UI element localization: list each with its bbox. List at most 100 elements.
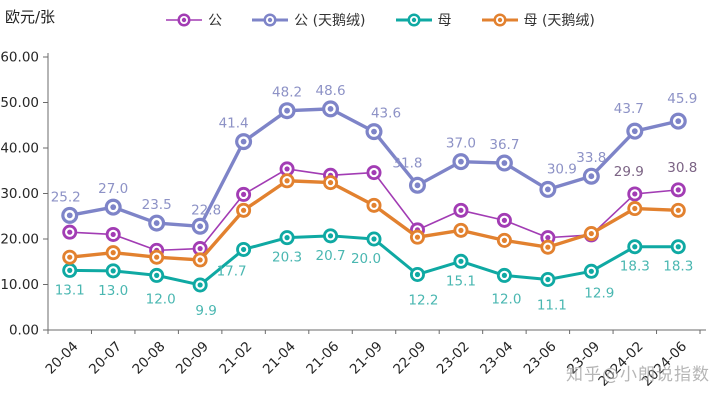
y-tick-label: 50.00 (0, 95, 39, 111)
legend-item-0: 公 (166, 10, 222, 30)
data-point-label: 18.3 (663, 259, 693, 275)
x-tick-label: 20-09 (173, 339, 212, 378)
series-1: 25.2 27.0 23.5 22.8 41.4 48.2 48.6 43.6 31.8 37.0… (51, 83, 697, 235)
data-point-marker-core (110, 268, 116, 274)
data-point-label: 31.8 (392, 155, 422, 171)
data-point-marker-core (632, 191, 638, 197)
data-point-marker-core (458, 258, 464, 264)
data-point-label: 43.6 (371, 106, 401, 122)
data-point-marker-core (284, 166, 290, 172)
data-point-marker-core (197, 245, 203, 252)
data-point-label: 12.0 (491, 291, 521, 307)
x-tick-label: 21-04 (260, 339, 299, 378)
data-point-label: 36.7 (489, 137, 519, 153)
data-point-marker-core (66, 212, 73, 219)
data-point-label: 20.3 (272, 250, 302, 266)
data-point-marker-core (110, 231, 116, 238)
legend-marker-icon (481, 13, 518, 27)
data-point-marker-core (544, 186, 551, 193)
data-point-marker-core (240, 138, 247, 145)
legend-marker-icon (252, 13, 289, 27)
x-tick-label: 23-04 (477, 339, 516, 378)
data-point-marker-core (327, 233, 334, 239)
legend-marker-icon (395, 13, 432, 27)
data-point-marker-core (545, 235, 551, 241)
data-point-marker-core (414, 234, 421, 240)
data-point-marker-core (458, 227, 464, 233)
data-point-marker-core (110, 250, 116, 256)
chart-legend: 公 公 (天鹅绒) 母 母 (天鹅绒) (0, 10, 713, 30)
data-point-marker-core (67, 229, 73, 235)
data-point-marker-core (371, 169, 377, 176)
data-point-marker-core (545, 244, 551, 250)
data-point-label: 20.7 (316, 248, 346, 264)
x-tick-label: 23-09 (564, 339, 603, 378)
data-point-label: 43.7 (614, 101, 644, 117)
legend-marker-icon (166, 13, 203, 27)
legend-item-2: 母 (395, 10, 452, 30)
legend-label: 公 (天鹅绒) (294, 13, 366, 29)
y-tick-label: 60.00 (0, 50, 39, 66)
data-point-marker-core (327, 179, 334, 186)
x-tick-label: 22-09 (390, 339, 429, 378)
series-2: 13.1 13.0 12.0 9.9 17.7 20.3 20.7 20.0 12.2 15.1 1… (55, 228, 693, 319)
data-point-label: 29.9 (614, 164, 644, 180)
data-point-marker-core (197, 223, 204, 230)
legend-label: 公 (208, 13, 223, 29)
data-point-marker-core (284, 107, 290, 114)
data-point-marker-core (414, 182, 421, 189)
data-point-marker-core (458, 158, 464, 165)
y-tick-label: 0.00 (9, 323, 39, 339)
y-tick-label: 10.00 (0, 277, 39, 293)
data-point-marker-core (327, 105, 334, 112)
data-point-label: 45.9 (667, 91, 697, 107)
data-point-label: 18.3 (620, 259, 650, 275)
legend-label: 母 (437, 13, 452, 29)
data-point-marker-core (501, 160, 508, 166)
data-point-label: 33.8 (576, 150, 606, 166)
data-point-label: 12.2 (408, 292, 438, 308)
data-point-marker-core (675, 207, 681, 213)
data-point-label: 12.0 (146, 291, 176, 307)
data-point-marker-core (371, 236, 377, 242)
data-point-label: 23.5 (142, 197, 172, 213)
x-tick-label: 21-02 (216, 339, 255, 378)
data-point-marker-core (414, 271, 421, 278)
y-axis-title: 欧元/张 (5, 8, 56, 26)
x-tick-label: 23-02 (434, 339, 473, 378)
data-point-marker-core (588, 230, 594, 237)
x-tick-label: 23-06 (521, 339, 560, 378)
data-point-marker-core (154, 272, 160, 278)
x-tick-label: 21-06 (303, 339, 342, 378)
x-tick-label: 21-09 (347, 339, 386, 378)
x-tick-label: 20-04 (43, 339, 82, 378)
y-tick-label: 40.00 (0, 141, 39, 157)
data-point-marker-core (110, 204, 117, 211)
data-point-marker-core (241, 246, 247, 253)
data-point-label: 30.8 (667, 160, 697, 176)
data-point-marker-core (588, 268, 594, 274)
x-tick-label: 2024-02 (595, 339, 646, 390)
x-tick-label: 20-08 (129, 339, 168, 378)
data-point-label: 20.0 (351, 251, 381, 267)
data-point-label: 25.2 (51, 189, 81, 205)
data-point-marker-core (631, 128, 638, 135)
data-point-marker-core (154, 254, 160, 260)
data-point-label: 17.7 (217, 263, 247, 279)
data-point-marker-core (371, 128, 377, 135)
data-point-label: 48.2 (272, 85, 302, 101)
data-point-label: 11.1 (537, 297, 567, 313)
data-point-label: 13.1 (55, 282, 85, 298)
data-point-marker-core (284, 235, 290, 241)
data-point-marker-core (501, 272, 507, 278)
data-point-marker-core (197, 257, 203, 263)
legend-item-1: 公 (天鹅绒) (252, 10, 366, 30)
data-point-marker-core (197, 282, 203, 288)
x-tick-label: 2024-06 (639, 339, 690, 390)
data-point-label: 37.0 (446, 136, 476, 152)
data-point-label: 15.1 (446, 273, 476, 289)
data-point-label: 9.9 (195, 303, 216, 319)
data-point-marker-core (675, 118, 682, 125)
